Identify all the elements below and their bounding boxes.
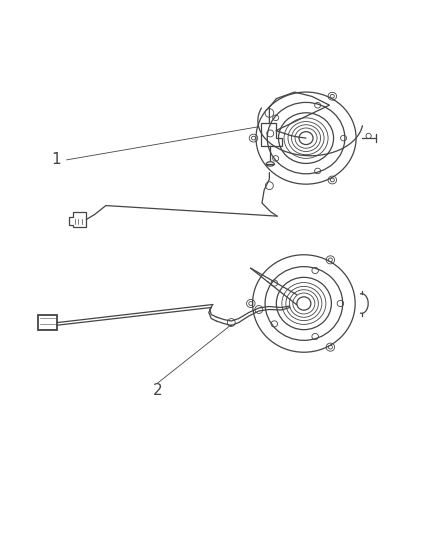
Text: 1: 1 — [51, 152, 60, 167]
Text: 2: 2 — [153, 383, 163, 398]
